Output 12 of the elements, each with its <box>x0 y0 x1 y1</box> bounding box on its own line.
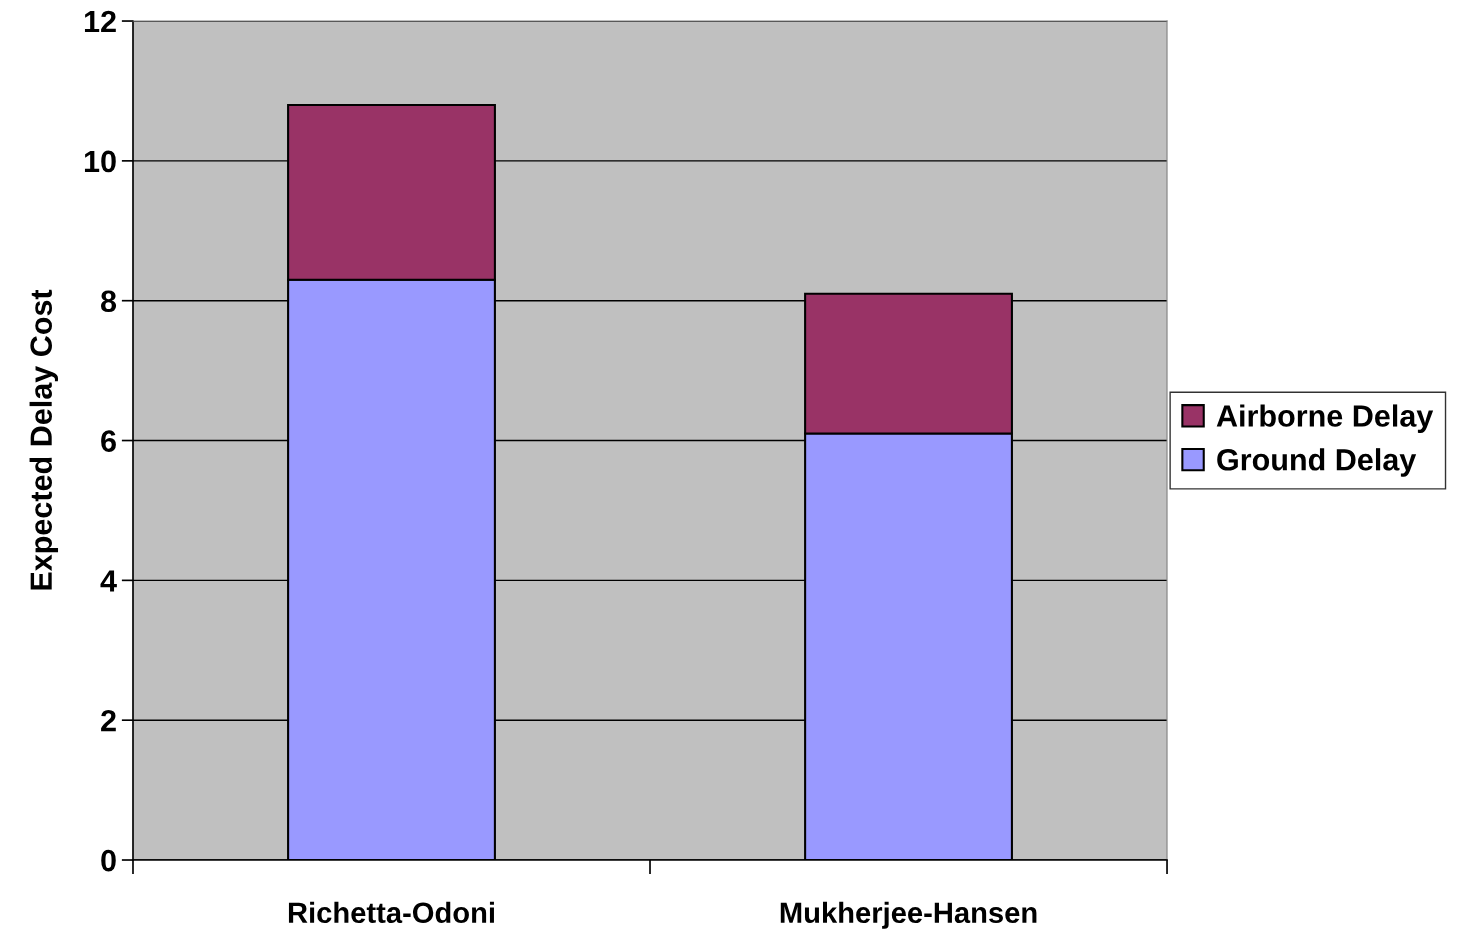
y-axis-title: Expected Delay Cost <box>29 289 59 590</box>
y-tick-label: 8 <box>101 290 117 313</box>
y-tick-label: 6 <box>101 430 116 452</box>
legend-label: Airborne Delay <box>1216 404 1434 433</box>
legend-label: Ground Delay <box>1217 448 1417 477</box>
y-tick-label: 12 <box>84 10 116 33</box>
y-tick-label: 4 <box>100 570 117 592</box>
y-tick-label: 10 <box>84 150 116 173</box>
y-tick-label: 2 <box>101 709 116 732</box>
x-tick-label: Mukherjee-Hansen <box>780 901 1037 929</box>
y-tick-label: 0 <box>101 849 116 872</box>
x-tick-label: Richetta-Odoni <box>288 901 494 924</box>
